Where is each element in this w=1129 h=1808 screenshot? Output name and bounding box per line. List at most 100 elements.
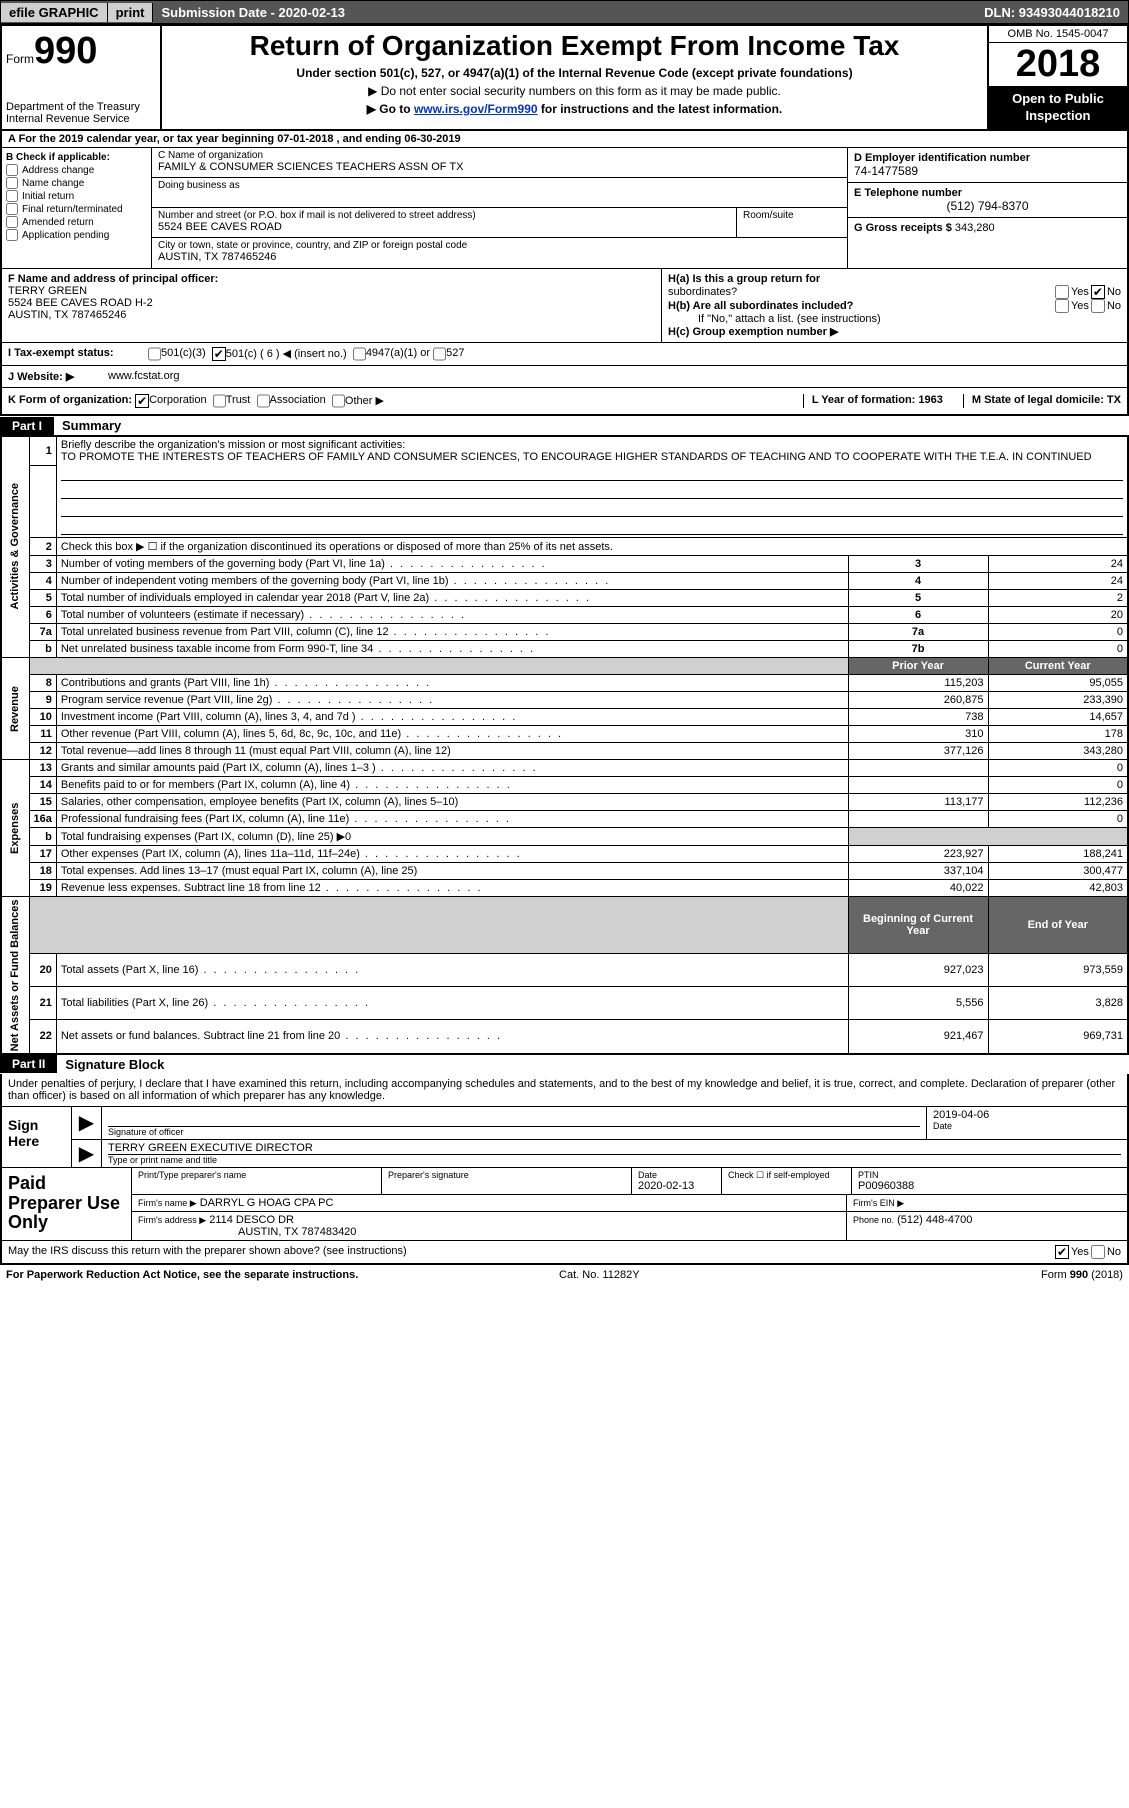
submission-date: Submission Date - 2020-02-13: [153, 3, 353, 22]
val4: 24: [988, 573, 1128, 590]
row-k: K Form of organization: ✔ Corporation Tr…: [0, 388, 1129, 416]
line16a: Professional fundraising fees (Part IX, …: [56, 811, 848, 828]
omb-number: OMB No. 1545-0047: [989, 26, 1127, 43]
n20e: 973,559: [988, 953, 1128, 986]
footer-left: For Paperwork Reduction Act Notice, see …: [6, 1269, 358, 1281]
ptin: P00960388: [858, 1180, 1121, 1192]
e15c: 112,236: [988, 794, 1128, 811]
row-a: A For the 2019 calendar year, or tax yea…: [0, 131, 1129, 148]
line18: Total expenses. Add lines 13–17 (must eq…: [56, 863, 848, 880]
check-name-change[interactable]: [6, 177, 18, 189]
firm-name: DARRYL G HOAG CPA PC: [200, 1197, 334, 1209]
check-initial-return[interactable]: [6, 190, 18, 202]
check-app-pending[interactable]: [6, 229, 18, 241]
ha-yes[interactable]: [1055, 285, 1069, 299]
side-expenses: Expenses: [1, 760, 29, 897]
r8p: 115,203: [848, 675, 988, 692]
b-init: Initial return: [22, 191, 74, 202]
i-527[interactable]: [433, 347, 446, 361]
prep-name-label: Print/Type preparer's name: [138, 1170, 375, 1180]
i-4947[interactable]: [353, 347, 366, 361]
part2-title: Signature Block: [57, 1055, 172, 1074]
e13c: 0: [988, 760, 1128, 777]
sig-date-label: Date: [933, 1121, 1121, 1131]
side-netassets: Net Assets or Fund Balances: [1, 897, 29, 1054]
line1-label: Briefly describe the organization's miss…: [61, 439, 405, 451]
n22b: 921,467: [848, 1020, 988, 1054]
k-assoc[interactable]: [257, 394, 270, 408]
g-label: G Gross receipts $: [854, 222, 952, 234]
footer-right: Form 990 (2018): [1041, 1269, 1123, 1281]
e-label: E Telephone number: [854, 187, 1121, 199]
hb-yes[interactable]: [1055, 299, 1069, 313]
line11: Other revenue (Part VIII, column (A), li…: [56, 726, 848, 743]
firm-addr-label: Firm's address ▶: [138, 1215, 206, 1225]
line1-text: TO PROMOTE THE INTERESTS OF TEACHERS OF …: [61, 451, 1092, 463]
c-dba-label: Doing business as: [158, 180, 841, 191]
hb-label: H(b) Are all subordinates included?: [668, 300, 853, 312]
sig-date-val: 2019-04-06: [933, 1109, 1121, 1121]
check-address-change[interactable]: [6, 164, 18, 176]
i-opt2: 501(c) ( 6 ) ◀ (insert no.): [226, 347, 347, 361]
r10c: 14,657: [988, 709, 1128, 726]
e19c: 42,803: [988, 880, 1128, 897]
line21: Total liabilities (Part X, line 26): [56, 986, 848, 1019]
discuss-yes-checked: ✔: [1055, 1245, 1069, 1259]
hb-note: If "No," attach a list. (see instruction…: [668, 313, 1121, 325]
self-employed-check: Check ☐ if self-employed: [728, 1170, 845, 1181]
ha-sub: subordinates?: [668, 286, 737, 298]
line22: Net assets or fund balances. Subtract li…: [56, 1020, 848, 1054]
topbar: efile GRAPHIC print Submission Date - 20…: [0, 0, 1129, 24]
form990-link[interactable]: www.irs.gov/Form990: [414, 102, 538, 116]
val5: 2: [988, 590, 1128, 607]
part2-tab: Part II: [0, 1055, 57, 1073]
row-j: J Website: ▶ www.fcstat.org: [0, 366, 1129, 388]
line19: Revenue less expenses. Subtract line 18 …: [56, 880, 848, 897]
b-pending: Application pending: [22, 230, 109, 241]
discuss-label: May the IRS discuss this return with the…: [8, 1245, 407, 1259]
b-name: Name change: [22, 178, 84, 189]
discuss-no[interactable]: [1091, 1245, 1105, 1259]
k-trust[interactable]: [213, 394, 226, 408]
e17p: 223,927: [848, 846, 988, 863]
r9c: 233,390: [988, 692, 1128, 709]
paid-preparer-label: Paid Preparer Use Only: [2, 1168, 132, 1240]
i-501c3[interactable]: [148, 347, 161, 361]
d-ein: 74-1477589: [854, 164, 1121, 178]
row-i: I Tax-exempt status: 501(c)(3) ✔ 501(c) …: [0, 343, 1129, 366]
d-label: D Employer identification number: [854, 152, 1121, 164]
footer-center: Cat. No. 11282Y: [559, 1269, 640, 1281]
i-opt1: 501(c)(3): [161, 347, 206, 361]
c-room-label: Room/suite: [737, 208, 847, 237]
ha-label: H(a) Is this a group return for: [668, 273, 820, 285]
n21e: 3,828: [988, 986, 1128, 1019]
m-state: M State of legal domicile: TX: [972, 394, 1121, 406]
e14p: [848, 777, 988, 794]
goto-post: for instructions and the latest informat…: [538, 102, 783, 116]
hc-label: H(c) Group exemption number ▶: [668, 326, 838, 338]
line4: Number of independent voting members of …: [56, 573, 848, 590]
f-name: TERRY GREEN: [8, 285, 655, 297]
line13: Grants and similar amounts paid (Part IX…: [56, 760, 848, 777]
line12: Total revenue—add lines 8 through 11 (mu…: [56, 743, 848, 760]
c-city: AUSTIN, TX 787465246: [158, 251, 841, 263]
ha-no-checked: ✔: [1091, 285, 1105, 299]
print-label[interactable]: print: [108, 3, 154, 22]
i-opt3: 4947(a)(1) or: [366, 347, 430, 361]
j-website[interactable]: www.fcstat.org: [108, 370, 180, 383]
check-final-return[interactable]: [6, 203, 18, 215]
c-name-label: C Name of organization: [158, 150, 841, 161]
prep-sig-label: Preparer's signature: [388, 1170, 625, 1180]
k-label: K Form of organization:: [8, 394, 132, 408]
k-corp-checked: ✔: [135, 394, 149, 408]
penalties-text: Under penalties of perjury, I declare th…: [2, 1074, 1127, 1107]
check-amended[interactable]: [6, 216, 18, 228]
i-501c-checked: ✔: [212, 347, 226, 361]
k-other-lbl: Other ▶: [345, 394, 384, 408]
k-other[interactable]: [332, 394, 345, 408]
line9: Program service revenue (Part VIII, line…: [56, 692, 848, 709]
line14: Benefits paid to or for members (Part IX…: [56, 777, 848, 794]
ptin-label: PTIN: [858, 1170, 1121, 1180]
hb-no[interactable]: [1091, 299, 1105, 313]
b-addr: Address change: [22, 165, 94, 176]
